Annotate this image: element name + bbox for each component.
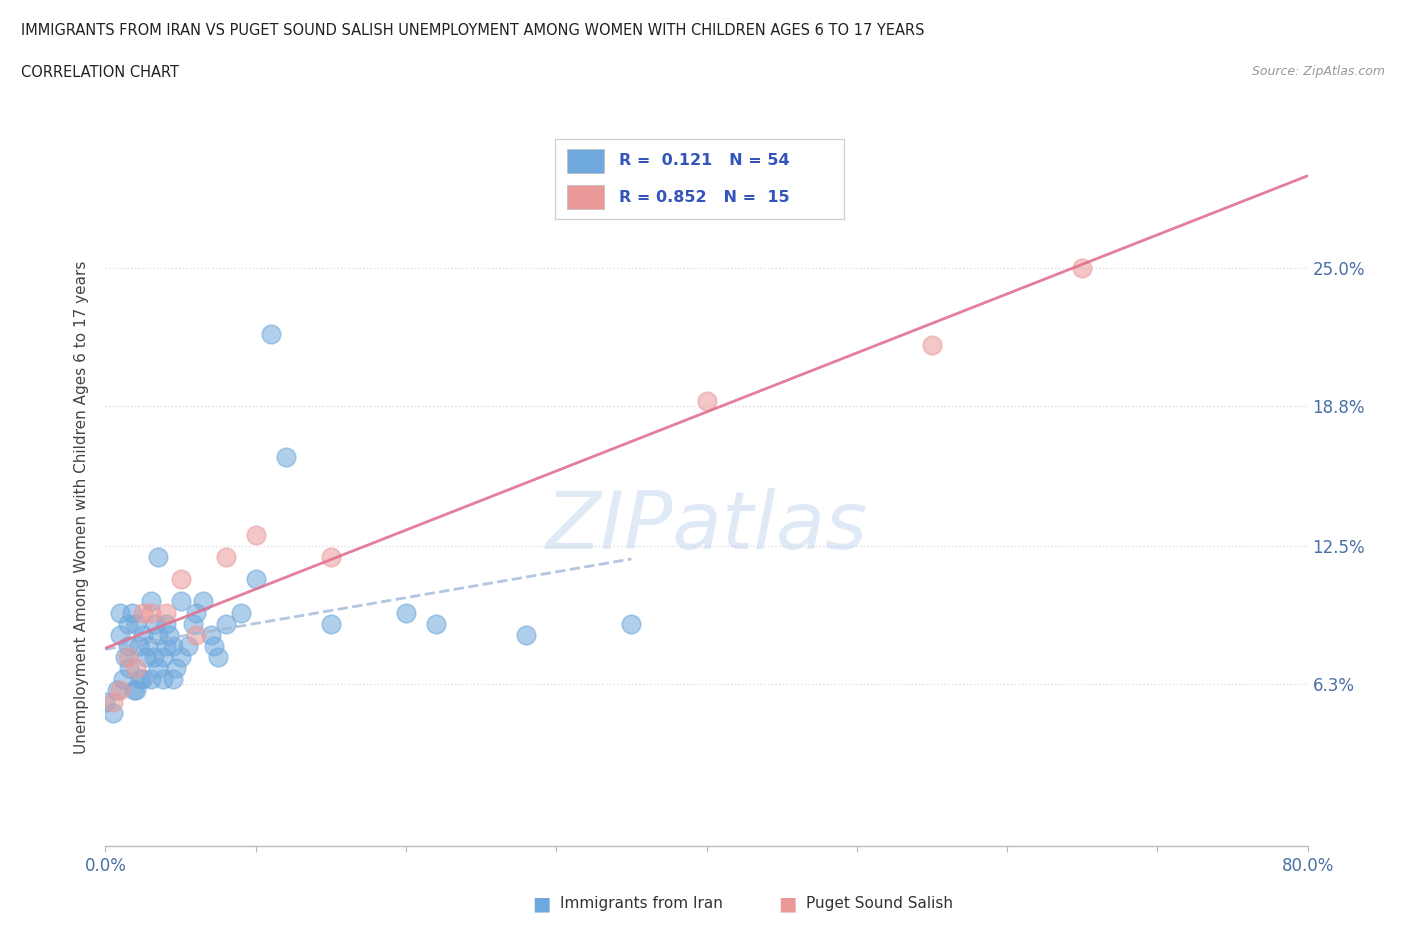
Point [169,650,191,665]
Point [184,628,207,643]
Point [110,628,132,643]
Point [169,594,191,609]
Point [135,650,157,665]
Point [136,639,159,654]
Point [124,617,146,631]
Point [117,617,139,631]
Point [112,671,135,686]
Point [245,572,267,587]
Point [128,639,150,654]
Point [110,683,132,698]
Point [177,639,200,654]
Point [142,650,165,665]
Point [260,327,283,342]
Point [181,617,204,631]
Point [114,650,136,665]
Point [319,550,342,565]
Point [121,605,143,620]
Point [200,628,222,643]
Text: Source: ZipAtlas.com: Source: ZipAtlas.com [1251,65,1385,78]
Text: R =  0.121   N = 54: R = 0.121 N = 54 [619,153,789,168]
Point [146,661,169,676]
Point [620,617,643,631]
Point [425,617,447,631]
Text: R = 0.852   N =  15: R = 0.852 N = 15 [619,190,789,205]
Point [143,617,166,631]
Point [139,671,162,686]
Point [515,628,537,643]
Point [921,338,943,352]
Point [94,694,117,709]
Point [118,661,141,676]
Point [169,572,191,587]
Point [110,605,132,620]
Point [132,671,155,686]
Point [139,594,162,609]
Point [191,594,214,609]
Point [319,617,342,631]
Point [117,650,139,665]
Point [101,694,124,709]
Point [155,639,177,654]
Point [155,605,177,620]
Point [132,628,155,643]
Point [274,449,297,464]
Point [129,671,152,686]
Text: CORRELATION CHART: CORRELATION CHART [21,65,179,80]
Point [101,705,124,720]
Text: ZIPatlas: ZIPatlas [546,488,868,566]
Point [155,617,177,631]
Bar [567,185,605,209]
Text: ■: ■ [531,895,551,913]
Point [124,683,146,698]
Point [132,605,155,620]
Point [214,550,236,565]
Point [152,650,174,665]
Point [152,671,174,686]
Text: Puget Sound Salish: Puget Sound Salish [806,897,953,911]
Point [202,639,225,654]
Y-axis label: Unemployment Among Women with Children Ages 6 to 17 years: Unemployment Among Women with Children A… [75,260,90,753]
Point [162,639,184,654]
Point [146,628,169,643]
Point [124,661,146,676]
Point [184,605,207,620]
Point [229,605,252,620]
Point [214,617,236,631]
Point [207,650,229,665]
Point [696,393,718,408]
Bar [567,149,605,173]
Point [165,661,187,676]
Point [122,683,145,698]
Text: Immigrants from Iran: Immigrants from Iran [560,897,723,911]
Point [157,628,180,643]
Point [139,605,162,620]
Point [146,550,169,565]
Point [162,671,184,686]
Point [117,639,139,654]
Text: ■: ■ [778,895,797,913]
Point [107,683,129,698]
Text: IMMIGRANTS FROM IRAN VS PUGET SOUND SALISH UNEMPLOYMENT AMONG WOMEN WITH CHILDRE: IMMIGRANTS FROM IRAN VS PUGET SOUND SALI… [21,23,925,38]
Point [245,527,267,542]
Point [1071,260,1094,275]
Point [395,605,418,620]
